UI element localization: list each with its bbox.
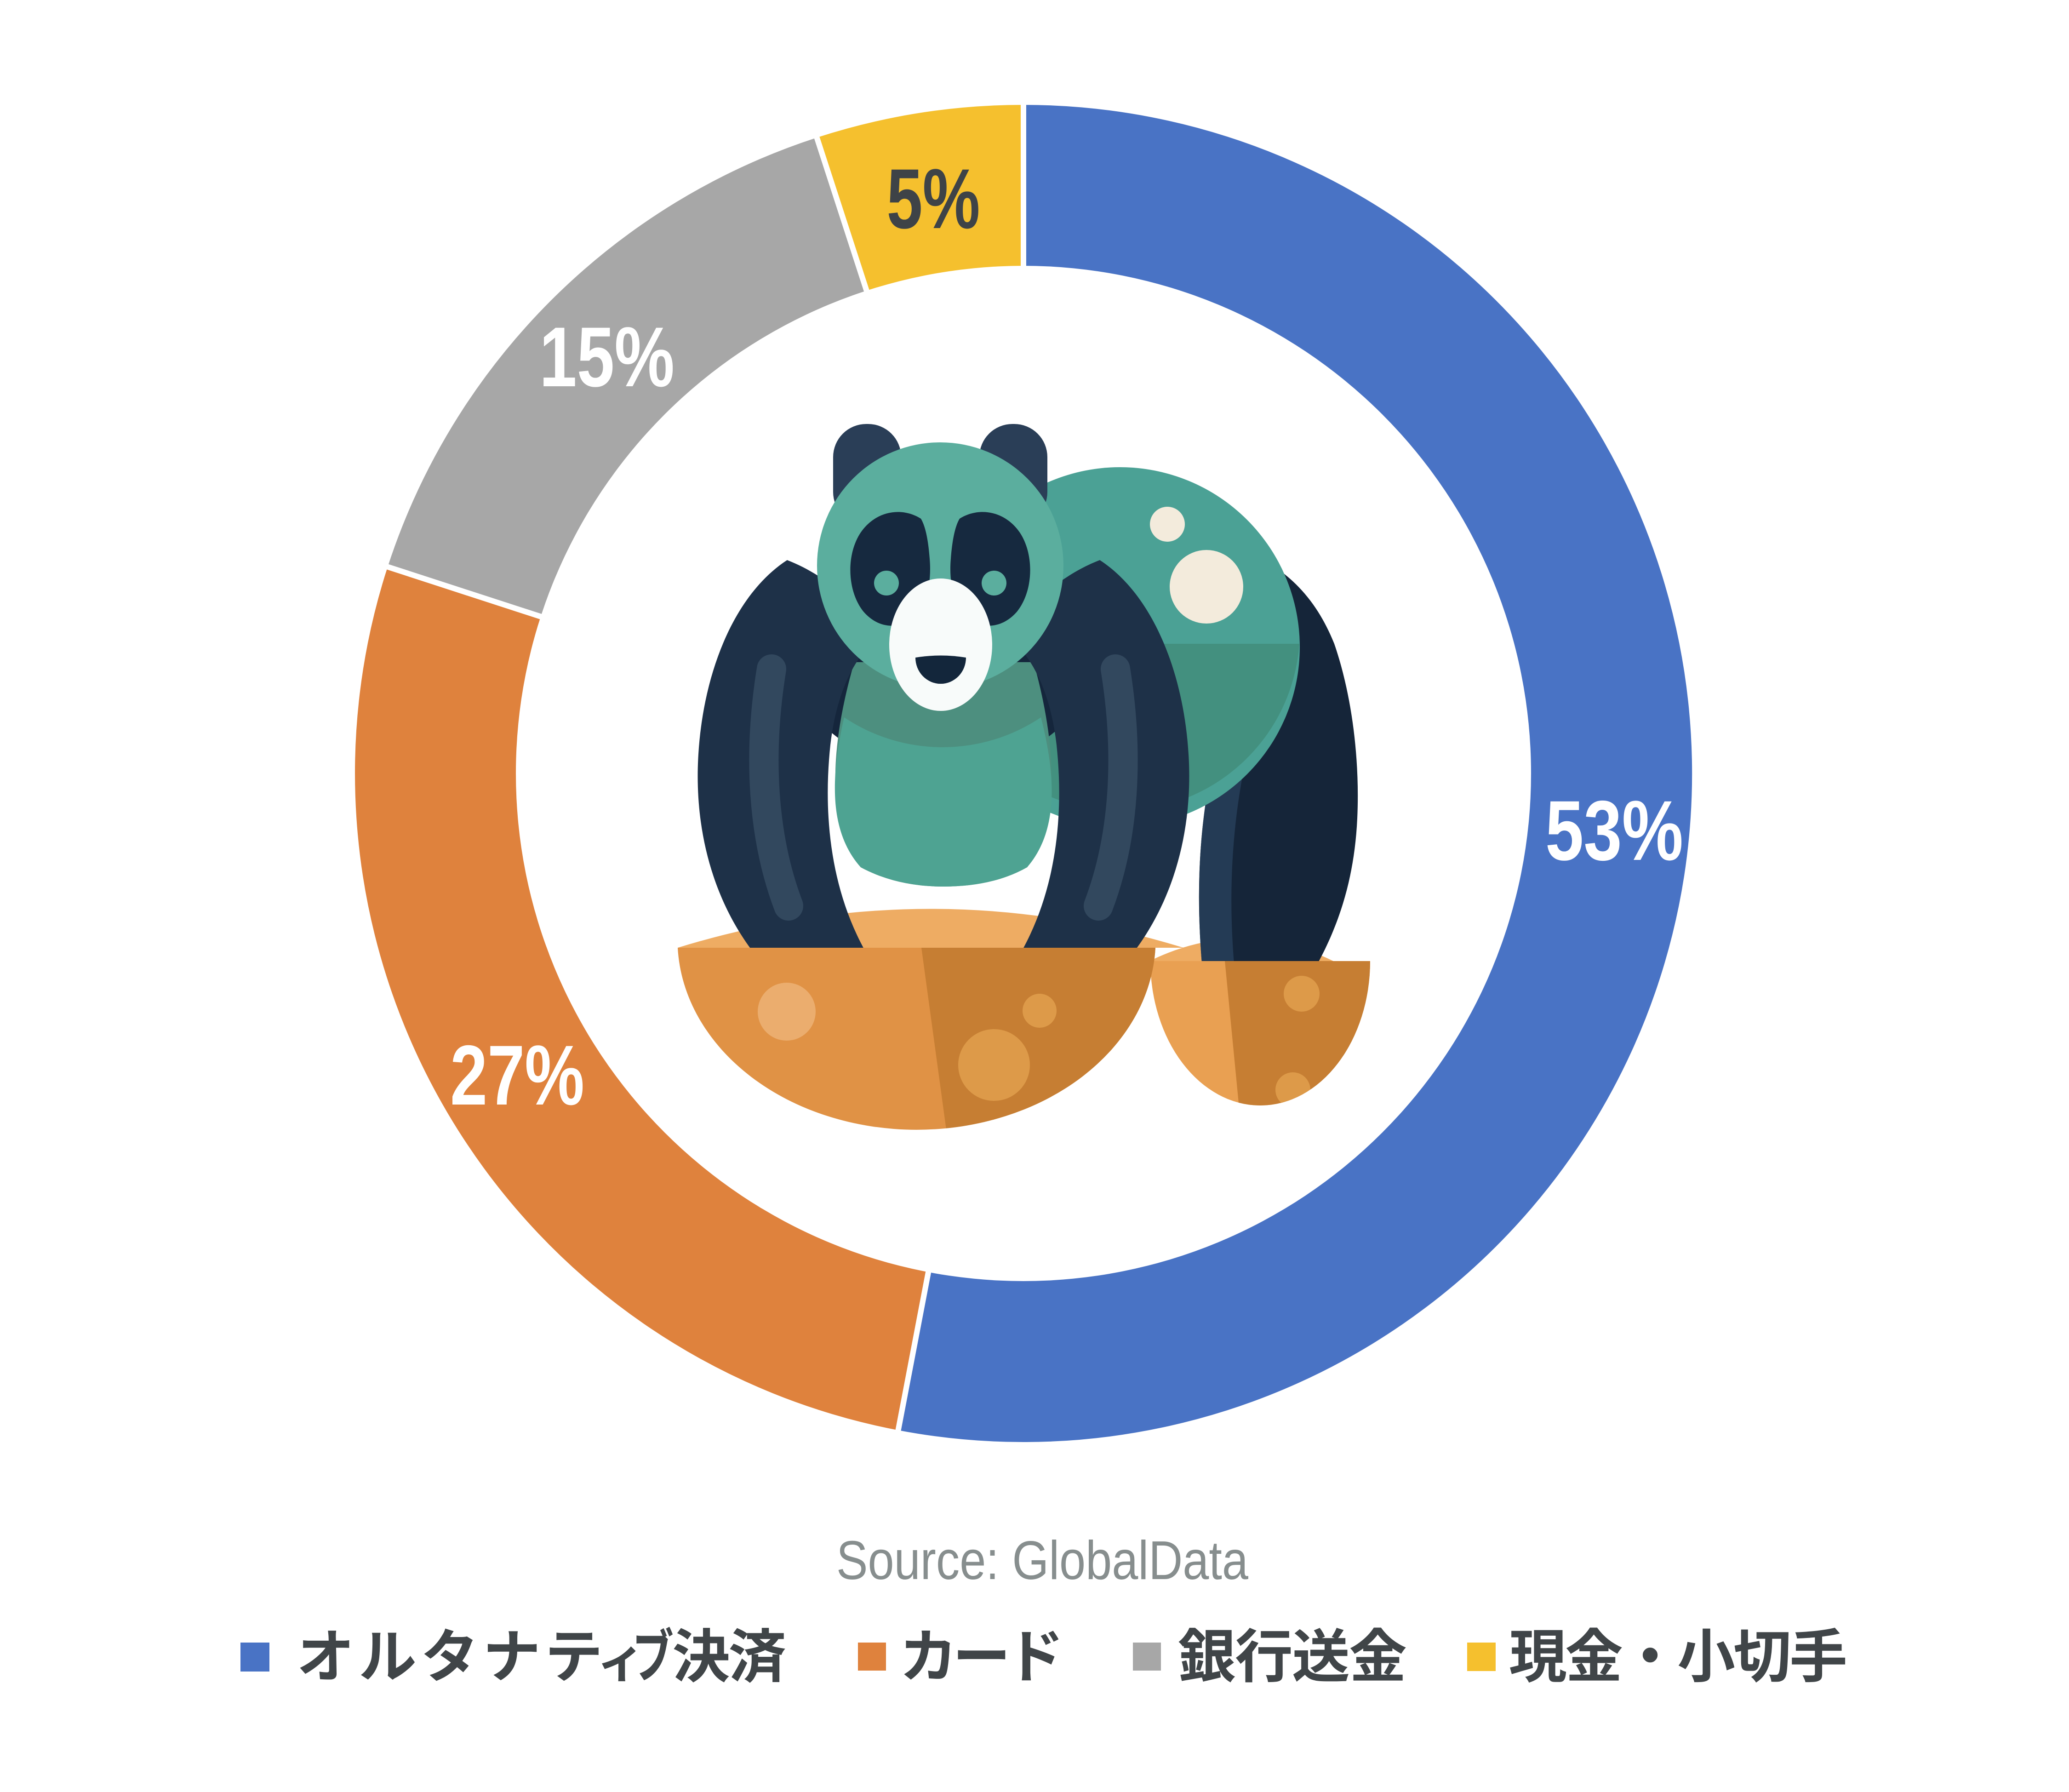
svg-text:27%: 27% xyxy=(450,1028,584,1123)
svg-text:Source: GlobalData: Source: GlobalData xyxy=(836,1530,1249,1591)
svg-text:15%: 15% xyxy=(539,310,674,405)
svg-text:5%: 5% xyxy=(887,152,980,246)
svg-text:53%: 53% xyxy=(1545,784,1683,878)
